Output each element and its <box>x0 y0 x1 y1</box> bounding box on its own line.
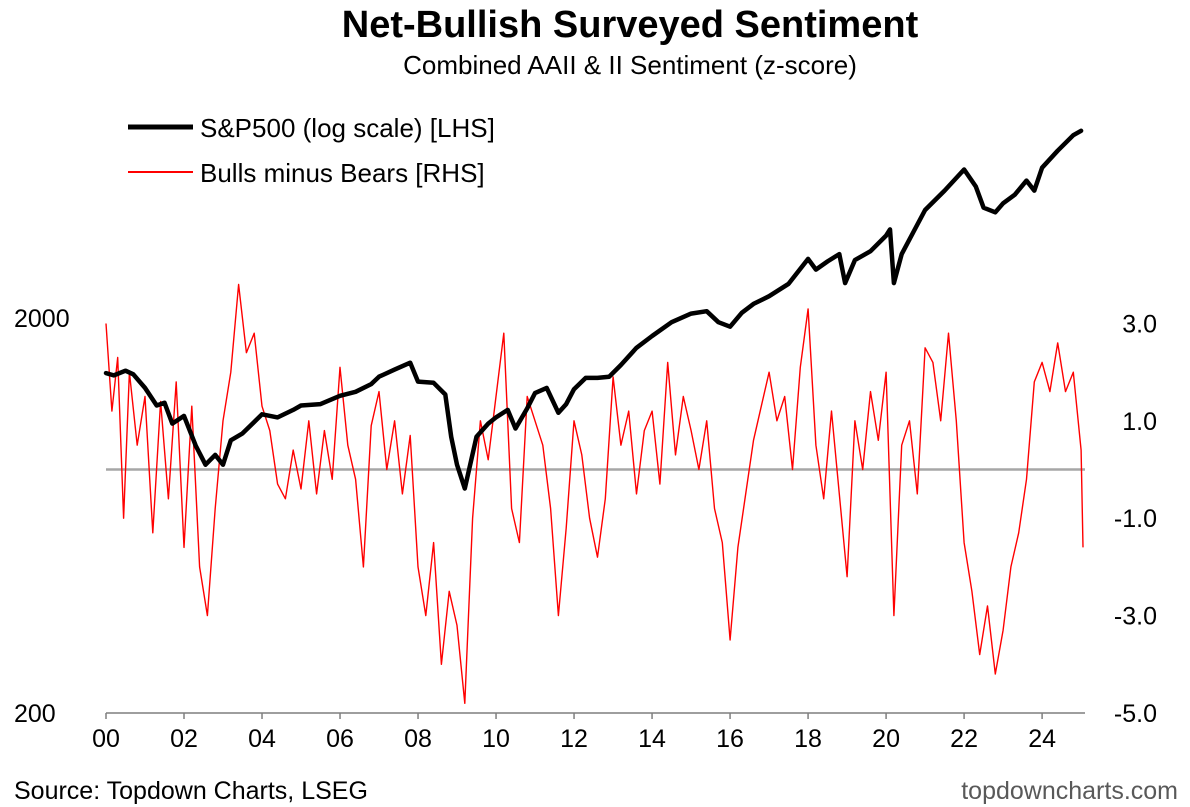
right-axis-tick-label: 3.0 <box>1122 310 1157 338</box>
right-axis-tick-label: -3.0 <box>1114 603 1157 631</box>
chart-subtitle: Combined AAII & II Sentiment (z-score) <box>403 50 857 80</box>
x-tick-label: 16 <box>716 725 744 753</box>
x-tick-label: 24 <box>1028 725 1056 753</box>
x-tick-label: 22 <box>950 725 978 753</box>
source-note: Source: Topdown Charts, LSEG <box>14 777 368 805</box>
x-tick-label: 18 <box>794 725 822 753</box>
legend: S&P500 (log scale) [LHS] Bulls minus Bea… <box>128 113 495 188</box>
x-tick-label: 04 <box>248 725 276 753</box>
left-axis-tick-label: 200 <box>14 700 56 728</box>
x-tick-label: 02 <box>170 725 198 753</box>
x-tick-label: 20 <box>872 725 900 753</box>
x-tick-label: 00 <box>92 725 120 753</box>
x-tick-label: 10 <box>482 725 510 753</box>
x-tick-label: 14 <box>638 725 666 753</box>
x-tick-label: 08 <box>404 725 432 753</box>
x-tick-label: 06 <box>326 725 354 753</box>
plot-area: 00 02 04 06 08 10 12 14 16 18 20 22 24 2000 200 3.0 1.0 -… <box>14 128 1157 753</box>
right-axis-tick-label: 1.0 <box>1122 408 1157 436</box>
watermark: topdowncharts.com <box>961 777 1178 805</box>
x-tick-label: 12 <box>560 725 588 753</box>
right-axis-tick-label: -5.0 <box>1114 700 1157 728</box>
series-line-bulls-minus-bears <box>105 283 1084 704</box>
right-axis-tick-label: -1.0 <box>1114 505 1157 533</box>
left-axis-tick-label: 2000 <box>14 305 70 333</box>
legend-label-bulls-minus-bears: Bulls minus Bears [RHS] <box>200 158 485 188</box>
chart-title: Net-Bullish Surveyed Sentiment <box>342 4 919 46</box>
series-line-sp500 <box>103 128 1084 491</box>
legend-label-sp500: S&P500 (log scale) [LHS] <box>200 113 495 143</box>
